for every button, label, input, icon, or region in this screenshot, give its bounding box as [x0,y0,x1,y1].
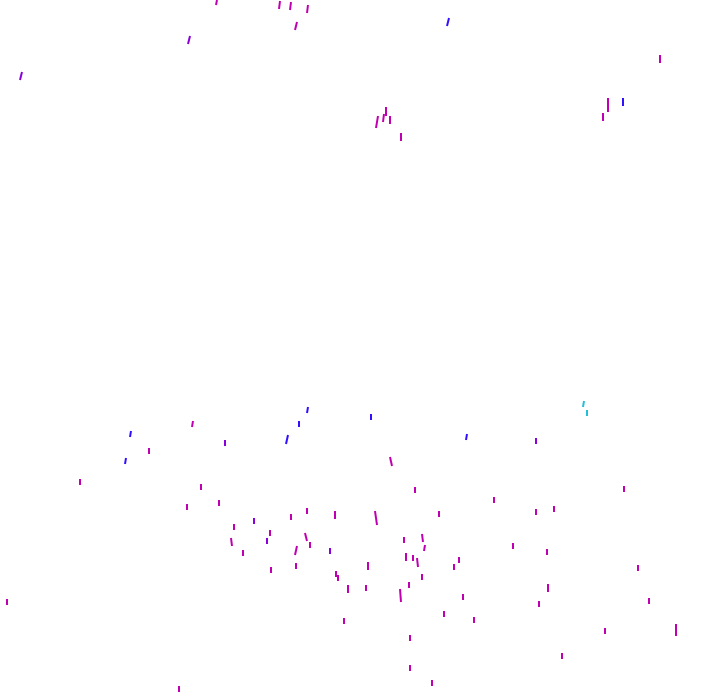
speck [306,4,309,14]
speck [465,433,468,441]
speck [382,113,385,123]
speck [389,456,393,467]
speck [375,115,379,129]
speck [446,17,450,27]
speck [582,400,585,408]
speck [374,510,378,526]
speck [19,71,23,81]
speck [191,420,194,428]
speck [230,537,233,547]
speck [306,406,309,414]
speck [215,0,218,6]
speck [289,1,292,11]
speck [423,544,426,552]
speck [294,545,298,556]
speck [285,434,289,445]
speck [399,588,402,603]
speck [421,533,424,543]
speck [304,532,308,542]
speck [129,430,132,438]
speckles [6,0,677,692]
speck [124,457,127,465]
speck [278,0,281,10]
speck [416,557,419,568]
speck [187,35,191,45]
speck [294,21,298,31]
